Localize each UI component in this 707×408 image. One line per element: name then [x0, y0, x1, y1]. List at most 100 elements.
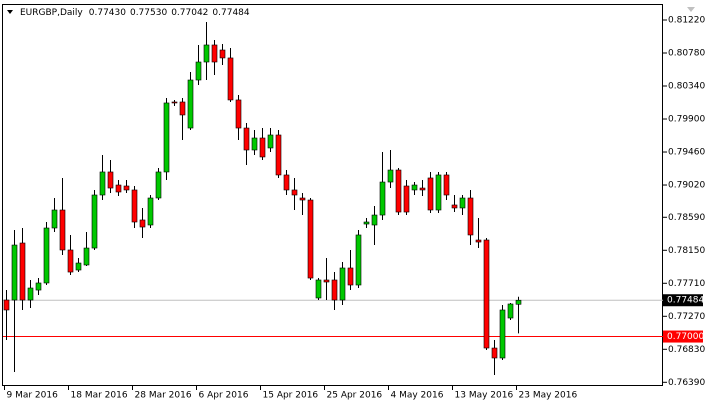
x-tick-label: 25 Apr 2016	[327, 391, 383, 401]
x-tick-label: 28 Mar 2016	[135, 391, 192, 401]
y-tick-label: 0.81220	[668, 16, 705, 26]
x-tick-label: 9 Mar 2016	[7, 391, 59, 401]
candle-body	[323, 279, 330, 283]
candle-body	[59, 209, 66, 251]
candle-body	[395, 169, 402, 213]
candle-body	[43, 227, 50, 284]
x-tick-label: 23 May 2016	[519, 391, 578, 401]
candle-body	[427, 177, 434, 211]
y-tick-label: 0.79900	[668, 115, 705, 125]
candle-body	[35, 282, 42, 291]
candle-body	[139, 219, 146, 228]
candle-body	[155, 171, 162, 199]
candle-body	[499, 309, 506, 359]
candle-body	[83, 247, 90, 266]
candle-body	[75, 262, 82, 271]
candle-body	[515, 299, 522, 305]
candle-body	[179, 101, 186, 116]
high-label: 0.77530	[130, 8, 167, 18]
candle-body	[243, 127, 250, 151]
candle-body	[355, 234, 362, 286]
y-tick-label: 0.80340	[668, 82, 705, 92]
candle-body	[403, 185, 410, 213]
candle-body	[171, 101, 178, 104]
candle-body	[187, 79, 194, 129]
candle-body	[227, 57, 234, 101]
x-tick-label: 6 Apr 2016	[199, 391, 249, 401]
menu-triangle[interactable]	[7, 10, 13, 14]
candle-body	[19, 242, 26, 301]
x-tick-label: 18 Mar 2016	[71, 391, 128, 401]
price-label-box	[663, 294, 703, 307]
open-label: 0.77430	[89, 8, 126, 18]
candle-body	[387, 169, 394, 183]
candle-body	[315, 279, 322, 299]
candle-body	[347, 267, 354, 286]
candle-body	[115, 184, 122, 193]
candle-body	[451, 204, 458, 209]
y-tick-label: 0.77710	[668, 279, 705, 289]
close-label: 0.77484	[212, 8, 249, 18]
x-tick-label: 4 May 2016	[391, 391, 444, 401]
candle-body	[203, 44, 210, 63]
candle-body	[411, 184, 418, 191]
x-tick-label: 13 May 2016	[455, 391, 514, 401]
y-tick-label: 0.78150	[668, 246, 705, 256]
candle-body	[91, 194, 98, 249]
candle-body	[267, 134, 274, 149]
candle-body	[467, 197, 474, 236]
candle-body	[275, 134, 282, 176]
level-label-box	[663, 330, 703, 343]
candle-body	[211, 44, 218, 63]
candle-body	[459, 197, 466, 209]
candle-body	[67, 249, 74, 273]
candle-body	[419, 187, 426, 191]
candle-body	[483, 239, 490, 349]
candle-body	[443, 174, 450, 196]
y-tick-label: 0.76830	[668, 345, 705, 355]
candle-body	[27, 287, 34, 301]
candle-body	[219, 49, 226, 59]
candle-body	[259, 137, 266, 158]
candle-body	[147, 197, 154, 226]
candle-body	[363, 221, 370, 225]
x-tick-label: 15 Apr 2016	[263, 391, 319, 401]
y-tick-label: 0.79460	[668, 148, 705, 158]
candle-body	[507, 303, 514, 319]
y-tick-label: 0.76390	[668, 378, 705, 388]
y-tick-label: 0.77270	[668, 312, 705, 322]
y-tick-label: 0.80780	[668, 49, 705, 59]
candle-body	[163, 102, 170, 173]
candle-body	[339, 267, 346, 301]
symbol-title: EURGBP,Daily	[20, 8, 83, 18]
candle-body	[475, 239, 482, 243]
scroll-marker	[687, 7, 695, 12]
candle-body	[371, 214, 378, 226]
candle-body	[3, 299, 10, 311]
candle-body	[299, 197, 306, 201]
candle-body	[99, 171, 106, 196]
price-label: 0.77484	[667, 296, 704, 306]
candle-body	[331, 279, 338, 301]
candle-body	[291, 189, 298, 196]
candle-body	[283, 174, 290, 191]
low-label: 0.77042	[171, 8, 208, 18]
chart-header: EURGBP,Daily 0.77430 0.77530 0.77042 0.77484	[20, 8, 250, 18]
candle-body	[435, 174, 442, 211]
candle-body	[235, 99, 242, 129]
candle-body	[491, 347, 498, 359]
candle-body	[131, 189, 138, 223]
candle-body	[195, 61, 202, 81]
y-tick-label: 0.79020	[668, 181, 705, 191]
candle-body	[251, 137, 258, 151]
candle-body	[11, 244, 18, 301]
y-tick-label: 0.78590	[668, 213, 705, 223]
candle-body	[51, 209, 58, 229]
candle-body	[379, 181, 386, 216]
level-label: 0.77000	[667, 332, 704, 342]
candle-body	[123, 185, 130, 191]
candle-body	[107, 171, 114, 189]
